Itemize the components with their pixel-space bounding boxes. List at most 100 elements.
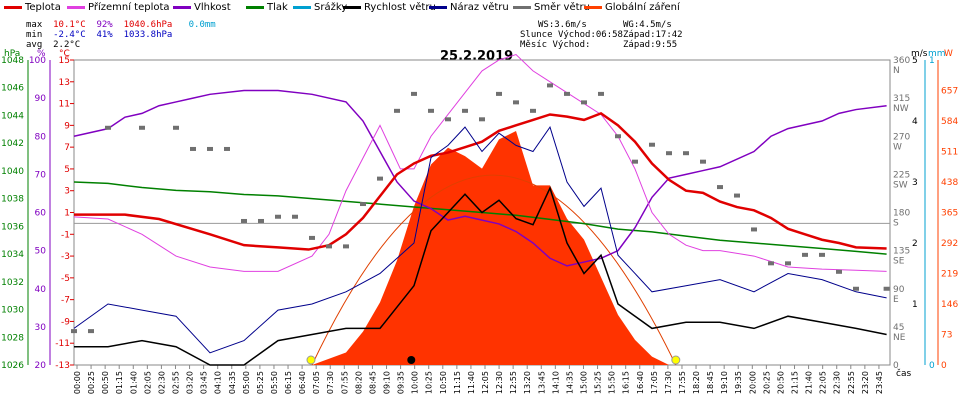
legend-item: Srážky [293,2,347,13]
pressure-tick-label: 1044 [1,111,24,121]
time-tick-label: 15:00 [579,371,588,394]
wind-direction-mark [666,151,672,156]
radiation-tick-label: 219 [941,270,958,280]
radiation-tick-label: 657 [941,87,958,97]
time-tick-label: 18:45 [706,371,715,394]
radiation-area [312,131,669,365]
legend-label: Teplota [25,2,61,13]
unit-time: čas [896,369,912,379]
temp-tick-label: 7 [64,143,70,153]
humidity-tick-label: 50 [35,247,47,257]
wind-direction-mark [445,117,451,122]
legend-item: Globální záření [584,2,680,13]
time-tick-label: 02:05 [143,371,152,394]
unit-w: W [944,49,953,59]
time-tick-label: 06:15 [284,371,293,394]
wind-direction-mark [632,159,638,164]
wind-direction-mark [649,142,655,147]
temp-tick-label: -11 [55,339,70,349]
time-tick-label: 14:35 [565,371,574,394]
temp-tick-label: 1 [64,209,70,219]
time-tick-label: 04:10 [214,371,223,394]
time-tick-label: 07:30 [326,371,335,394]
time-tick-label: 20:00 [748,371,757,394]
time-tick-label: 07:55 [340,371,349,394]
time-tick-label: 09:35 [397,371,406,394]
wind-tick-label: 5 [912,56,918,66]
pressure-tick-label: 1040 [1,167,24,177]
wind-direction-mark [173,125,179,130]
time-tick-label: 05:25 [256,371,265,394]
temp-tick-label: 3 [64,187,70,197]
time-tick-label: 17:30 [664,371,673,394]
radiation-tick-label: 146 [941,300,958,310]
wind-direction-mark [530,108,536,113]
wind-direction-mark [802,252,808,257]
wind-direction-mark [785,261,791,266]
temp-tick-label: -5 [61,274,70,284]
time-tick-label: 19:35 [734,371,743,394]
wind-tick-label: 1 [912,300,918,310]
direction-tick-label: 135 [893,247,910,257]
time-tick-label: 00:00 [73,371,82,394]
stats-max: max 10.1°C 92% 1040.6hPa 0.0mm [26,20,216,30]
legend-label: Rychlost větru [364,2,436,13]
legend-item: Rychlost větru [343,2,436,13]
wind-direction-mark [411,91,417,96]
series-přízemní-teplota [73,53,887,272]
legend-swatch [343,5,361,9]
wind-direction-mark [751,227,757,232]
time-tick-label: 15:25 [594,371,603,394]
legend-item: Přízemní teplota [67,2,170,13]
temp-tick-label: -9 [61,317,70,327]
time-tick-label: 13:20 [523,371,532,394]
time-tick-label: 08:20 [354,371,363,394]
pressure-tick-label: 1028 [1,333,24,343]
temp-tick-label: -13 [55,361,70,371]
time-tick-label: 22:05 [819,371,828,394]
wind-direction-mark [883,286,890,291]
temp-tick-label: -7 [61,296,70,306]
info-moonset: Západ:9:55 [623,40,678,50]
wind-direction-mark [836,269,842,274]
humidity-tick-label: 20 [35,361,47,371]
wind-direction-mark [479,117,485,122]
wind-direction-mark [88,329,94,334]
legend-item: Náraz větru [429,2,509,13]
rain-tick-label: 0 [929,361,935,371]
time-tick-label: 22:30 [833,371,842,394]
legend-swatch [67,5,85,9]
pressure-tick-label: 1030 [1,306,24,316]
legend-label: Tlak [267,2,288,13]
legend-label: Srážky [314,2,348,13]
time-tick-label: 19:10 [720,371,729,394]
wind-direction-mark [734,193,740,198]
time-tick-label: 08:45 [368,371,377,394]
moonset-marker [407,356,416,364]
time-tick-label: 12:55 [509,371,518,394]
time-tick-label: 17:05 [650,371,659,394]
unit-pct: % [37,49,46,59]
time-tick-label: 02:30 [157,371,166,394]
radiation-theoretical-curve [311,174,677,366]
series-teplota [74,111,887,251]
time-tick-label: 06:40 [298,371,307,394]
legend-swatch [4,5,22,9]
time-tick-label: 12:05 [481,371,490,394]
info-sun: Slunce Východ:06:58 [520,30,623,40]
time-tick-label: 12:30 [495,371,504,394]
sunrise-marker [306,355,316,365]
direction-tick-label: 180 [893,209,910,219]
time-tick-label: 20:25 [762,371,771,394]
direction-tick-label: 0 [893,361,899,371]
pressure-tick-label: 1034 [1,250,24,260]
temp-tick-label: 13 [59,78,70,88]
wind-direction-mark [581,100,587,105]
humidity-tick-label: 90 [35,94,47,104]
wind-direction-mark [700,159,706,164]
direction-tick-dir: E [893,295,899,305]
time-tick-label: 23:20 [861,371,870,394]
time-tick-label: 00:25 [87,371,96,394]
